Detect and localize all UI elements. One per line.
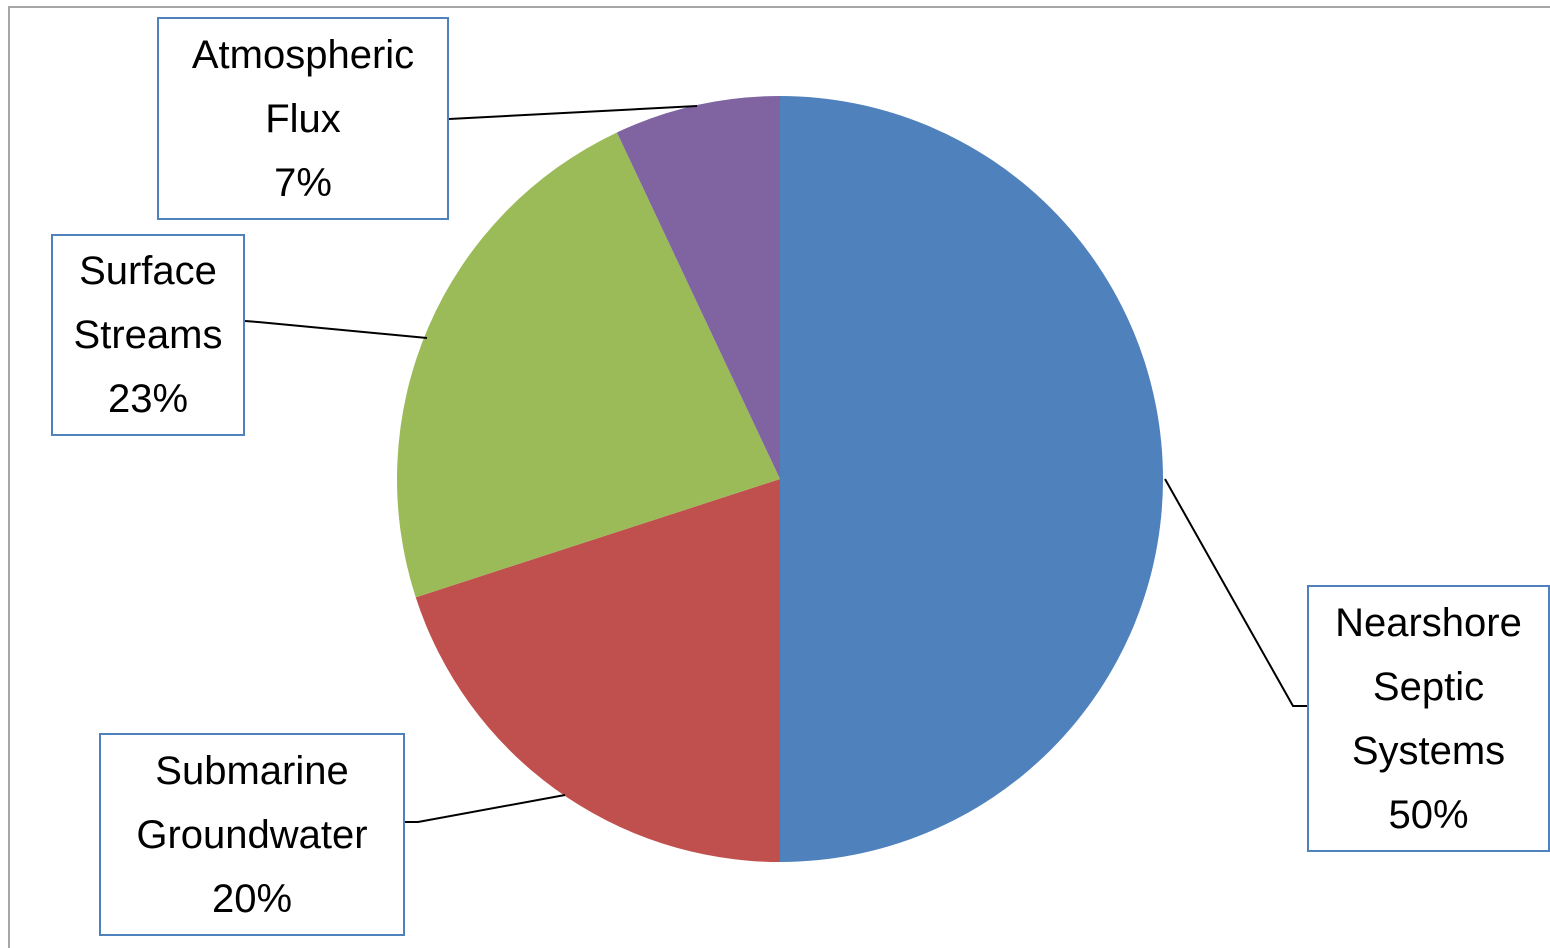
pie-slice [396,132,780,598]
value-label: 23% [107,377,189,421]
leader-line [244,320,428,339]
leader-lines [244,105,1307,823]
leader-line [1164,478,1307,707]
data-label: Atmospheric Flux 7% [157,17,449,220]
pie-slice [780,96,1163,862]
chart-frame [8,6,1550,948]
pie [396,96,1163,862]
data-label: Nearshore Septic Systems 50% [1307,585,1550,852]
category-label: Atmospheric Flux [191,32,415,141]
pie-slice [616,96,780,479]
value-label: 20% [211,876,293,921]
leader-line [405,794,566,823]
data-label: Submarine Groundwater 20% [99,733,405,936]
value-label: 50% [1388,792,1469,837]
value-label: 7% [274,160,332,205]
category-label: Submarine Groundwater [136,748,368,857]
category-label: Nearshore Septic Systems [1335,600,1522,773]
category-label: Surface Streams [73,249,223,357]
leader-line [448,105,698,120]
data-label: Surface Streams 23% [51,234,245,436]
pie-slice [415,479,780,862]
